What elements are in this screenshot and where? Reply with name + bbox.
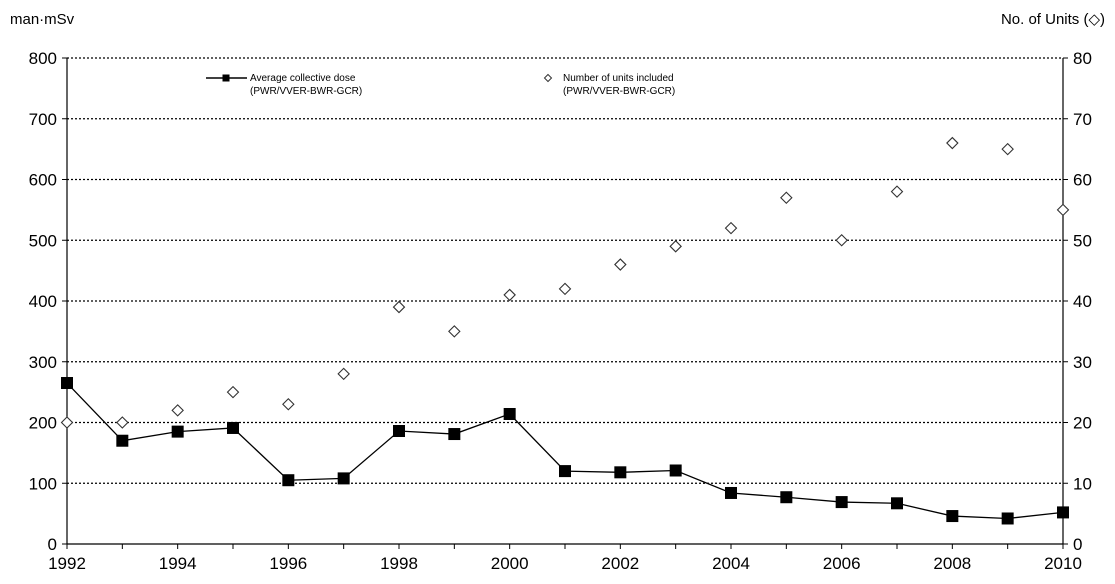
dose-square-point (61, 377, 73, 390)
x-tick-label: 1994 (159, 554, 197, 573)
legend-item-average-collective-dose: Average collective dose (PWR/VVER-BWR-GC… (206, 73, 362, 97)
x-tick-label: 2000 (491, 554, 529, 573)
units-diamond-point (558, 282, 572, 296)
dose-square-point (559, 465, 571, 478)
left-tick-label: 400 (29, 292, 57, 311)
series-number-of-units (60, 136, 1070, 429)
right-tick-label: 80 (1073, 49, 1092, 68)
dose-series-line (66, 382, 1064, 520)
units-diamond-point (392, 300, 406, 314)
units-diamond-point (1056, 203, 1070, 217)
right-tick-label: 60 (1073, 171, 1092, 190)
right-tick-label: 40 (1073, 292, 1092, 311)
right-tick-label: 50 (1073, 231, 1092, 250)
legend-label-number-of-units: Number of units included (563, 73, 674, 84)
axes (62, 57, 1068, 549)
dose-square-point (1001, 512, 1014, 525)
x-tick-label: 1996 (269, 554, 307, 573)
x-tick-label: 2006 (823, 554, 861, 573)
x-tick-label: 2008 (933, 554, 971, 573)
dose-square-point (282, 474, 295, 487)
legend-diamond-marker (543, 73, 553, 83)
dose-square-point (1057, 506, 1069, 519)
units-diamond-point (614, 258, 627, 271)
units-diamond-point (116, 416, 129, 429)
units-diamond-point (226, 385, 240, 399)
dose-square-point (393, 425, 405, 438)
x-tick-label: 1992 (48, 554, 86, 573)
left-tick-labels: 0 100 200 300 400 500 600 700 800 (29, 49, 57, 554)
dose-square-point (669, 464, 682, 477)
legend-label-number-of-units-sub: (PWR/VVER-BWR-GCR) (563, 86, 675, 97)
right-tick-label: 30 (1073, 353, 1092, 372)
dose-square-point (835, 496, 848, 509)
legend-item-number-of-units: Number of units included (PWR/VVER-BWR-G… (543, 73, 675, 97)
units-diamond-point (669, 240, 682, 253)
units-diamond-point (890, 185, 904, 198)
left-tick-label: 200 (29, 414, 57, 433)
dose-square-point (780, 491, 793, 504)
left-axis-label: man·mSv (10, 11, 75, 28)
left-tick-label: 100 (29, 474, 57, 493)
units-diamond-point (780, 191, 793, 205)
right-tick-label: 0 (1073, 535, 1082, 554)
right-tick-labels: 0 10 20 30 40 50 60 70 80 (1073, 49, 1092, 554)
left-tick-label: 300 (29, 353, 57, 372)
units-diamond-point (448, 325, 461, 338)
legend-label-average-collective-dose: Average collective dose (250, 73, 356, 84)
dose-square-point (337, 472, 350, 485)
units-diamond-point (946, 136, 959, 150)
units-diamond-point (171, 404, 184, 417)
dose-square-point (171, 425, 184, 438)
units-diamond-point (1001, 142, 1014, 156)
left-tick-label: 600 (29, 171, 57, 190)
dose-square-point (725, 486, 737, 499)
dose-square-point (116, 434, 129, 447)
legend-label-average-collective-dose-sub: (PWR/VVER-BWR-GCR) (250, 86, 362, 97)
x-tick-label: 1998 (380, 554, 418, 573)
units-diamond-point (835, 233, 848, 247)
x-tick-label: 2010 (1044, 554, 1082, 573)
left-tick-label: 700 (29, 110, 57, 129)
x-tick-labels: 1992 1994 1996 1998 2000 2002 2004 2006 2008 2010 (48, 554, 1082, 573)
x-tick-label: 2002 (601, 554, 639, 573)
dose-square-point (503, 407, 516, 420)
dose-square-point (891, 497, 903, 510)
units-diamond-point (60, 416, 74, 429)
dose-square-point (946, 510, 959, 523)
right-tick-label: 20 (1073, 414, 1092, 433)
legend: Average collective dose (PWR/VVER-BWR-GC… (206, 73, 675, 97)
right-axis-label: No. of Units (◇) (1001, 11, 1105, 28)
units-diamond-point (282, 397, 295, 411)
right-tick-label: 70 (1073, 110, 1092, 129)
left-tick-label: 0 (48, 535, 57, 554)
right-tick-label: 10 (1073, 474, 1092, 493)
dose-square-point (614, 466, 627, 479)
units-diamond-point (503, 288, 516, 302)
x-tick-label: 2004 (712, 554, 750, 573)
gridlines (67, 57, 1063, 484)
left-tick-label: 500 (29, 231, 57, 250)
units-diamond-point (724, 221, 738, 235)
dose-square-point (448, 428, 461, 441)
units-diamond-point (337, 367, 350, 381)
legend-square-marker (222, 74, 230, 82)
left-tick-label: 800 (29, 49, 57, 68)
series-average-collective-dose (61, 377, 1069, 525)
dose-square-point (227, 421, 239, 434)
